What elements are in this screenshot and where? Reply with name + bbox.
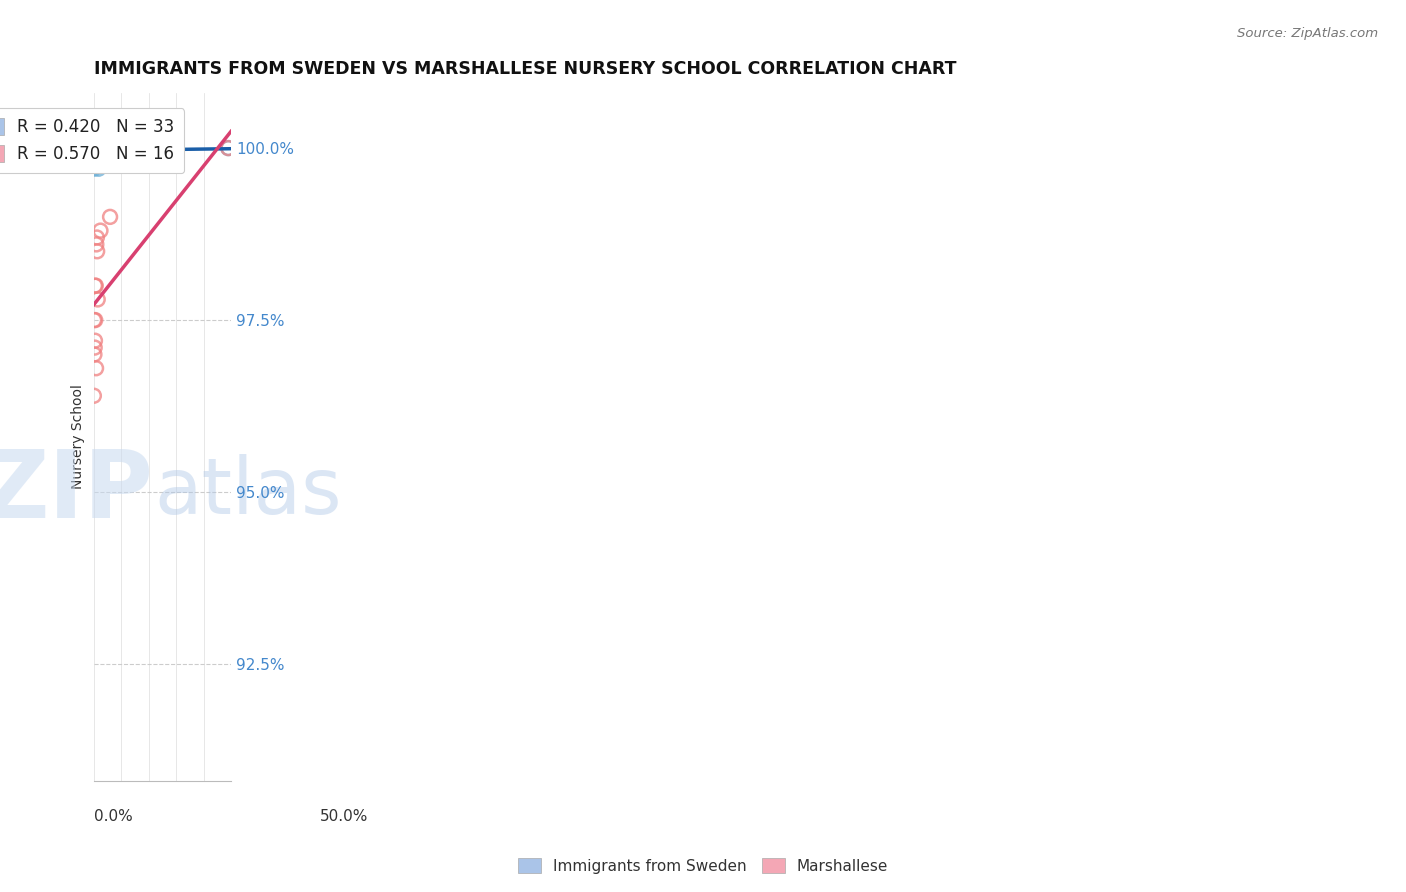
Point xyxy=(84,141,107,155)
Point xyxy=(89,148,111,162)
Point xyxy=(84,141,107,155)
Point xyxy=(104,148,127,162)
Point xyxy=(83,313,105,327)
Point xyxy=(86,293,108,307)
Point xyxy=(86,230,108,244)
Point xyxy=(84,141,107,155)
Text: 0.0%: 0.0% xyxy=(94,808,132,823)
Point xyxy=(83,141,105,155)
Text: ZIP: ZIP xyxy=(0,446,155,538)
Point xyxy=(83,347,105,361)
Text: atlas: atlas xyxy=(155,454,342,530)
Point xyxy=(87,141,110,155)
Point xyxy=(87,161,110,176)
Point xyxy=(98,141,121,155)
Point xyxy=(84,141,107,155)
Point xyxy=(86,141,108,155)
Point xyxy=(98,210,121,224)
Legend: Immigrants from Sweden, Marshallese: Immigrants from Sweden, Marshallese xyxy=(512,852,894,880)
Legend: R = 0.420   N = 33, R = 0.570   N = 16: R = 0.420 N = 33, R = 0.570 N = 16 xyxy=(0,108,184,173)
Point xyxy=(86,141,108,155)
Point xyxy=(83,141,105,155)
Point xyxy=(83,389,105,403)
Point xyxy=(84,141,107,155)
Point xyxy=(86,237,108,252)
Point xyxy=(217,141,239,155)
Point xyxy=(83,141,105,155)
Point xyxy=(86,141,108,155)
Point xyxy=(83,341,105,355)
Text: IMMIGRANTS FROM SWEDEN VS MARSHALLESE NURSERY SCHOOL CORRELATION CHART: IMMIGRANTS FROM SWEDEN VS MARSHALLESE NU… xyxy=(94,60,956,78)
Point xyxy=(84,278,107,293)
Point xyxy=(87,141,110,155)
Point xyxy=(84,361,107,376)
Point xyxy=(84,334,107,348)
Point xyxy=(86,148,108,162)
Point xyxy=(86,141,108,155)
Text: 50.0%: 50.0% xyxy=(321,808,368,823)
Point xyxy=(217,141,239,155)
Point xyxy=(84,141,107,155)
Point xyxy=(86,141,108,155)
Point xyxy=(87,141,110,155)
Point xyxy=(86,141,108,155)
Point xyxy=(84,148,107,162)
Point xyxy=(86,141,108,155)
Point xyxy=(84,313,107,327)
Point xyxy=(89,224,111,238)
Point xyxy=(83,141,105,155)
Y-axis label: Nursery School: Nursery School xyxy=(72,384,86,490)
Point xyxy=(83,161,105,176)
Point xyxy=(84,141,107,155)
Point xyxy=(84,278,107,293)
Point xyxy=(83,148,105,162)
Point xyxy=(84,141,107,155)
Point xyxy=(84,141,107,155)
Point xyxy=(84,141,107,155)
Point xyxy=(86,244,108,259)
Text: Source: ZipAtlas.com: Source: ZipAtlas.com xyxy=(1237,27,1378,40)
